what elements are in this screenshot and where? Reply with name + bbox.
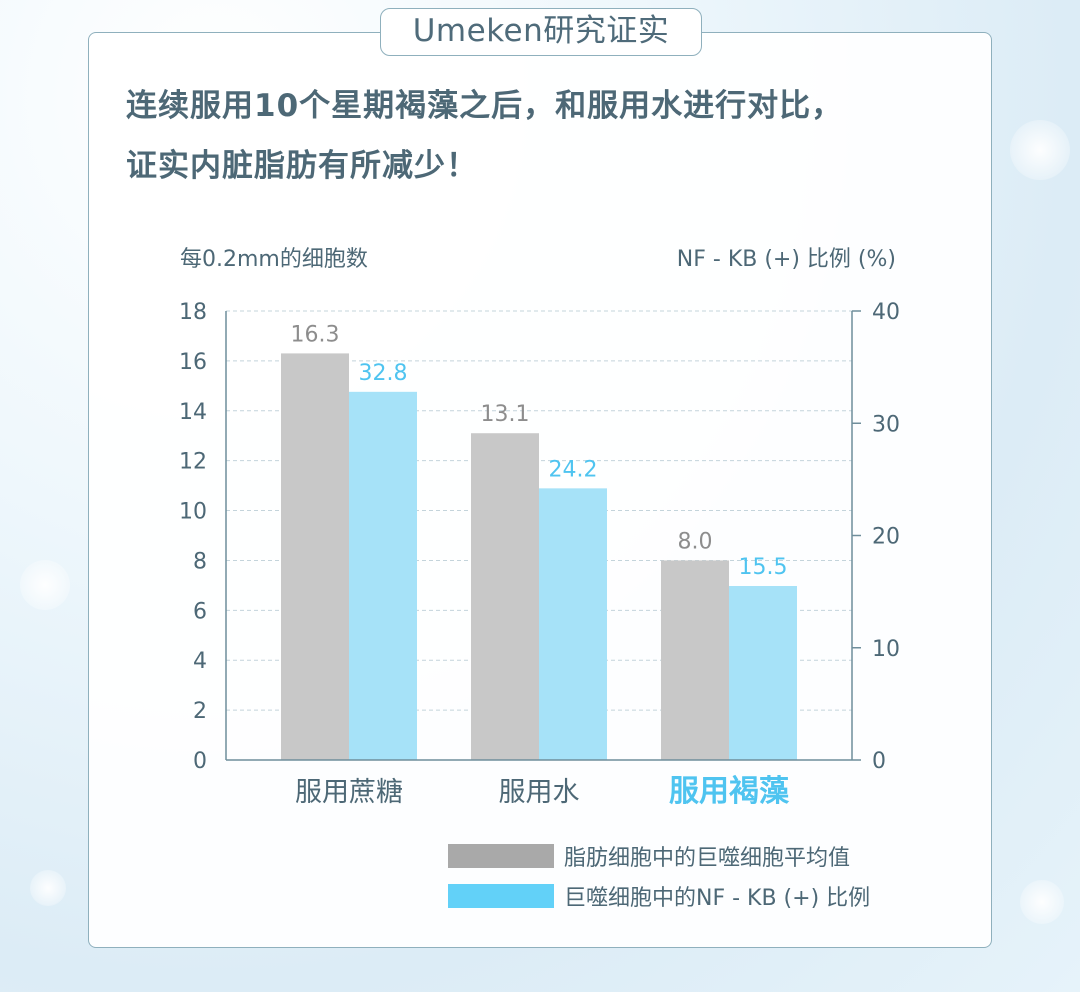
headline-line-2: 证实内脏脂肪有所减少！ [126, 148, 478, 184]
background-sparkle [1020, 880, 1064, 924]
left-tick-label: 16 [179, 350, 207, 375]
data-label-gray: 16.3 [291, 322, 340, 347]
study-badge: Umeken研究证实 [380, 8, 702, 56]
bar-blue [349, 391, 417, 760]
left-tick-label: 10 [179, 500, 207, 525]
data-label-blue: 24.2 [549, 457, 598, 482]
background-sparkle [20, 560, 70, 610]
bar-blue [539, 488, 607, 760]
chart-bars [281, 353, 797, 760]
legend-swatch-gray [448, 844, 554, 868]
legend-item-blue: 巨噬细胞中的NF - KB (+) 比例 [448, 882, 871, 911]
background-sparkle [1010, 120, 1070, 180]
legend-swatch-blue [448, 884, 554, 908]
left-tick-label: 18 [179, 300, 207, 325]
headline-line-1: 连续服用10个星期褐藻之后，和服用水进行对比， [126, 88, 844, 124]
background-sparkle [30, 870, 66, 906]
left-tick-label: 12 [179, 450, 207, 475]
chart-axes [225, 310, 861, 761]
right-tick-label: 20 [872, 525, 900, 550]
right-tick-label: 30 [872, 412, 900, 437]
left-tick-label: 0 [193, 749, 207, 774]
right-tick-label: 10 [872, 637, 900, 662]
right-axis-title: NF - KB (+) 比例 (%) [677, 247, 896, 272]
right-tick-label: 40 [872, 300, 900, 325]
left-tick-label: 4 [193, 649, 207, 674]
chart-text: 0 2 4 6 8 10 12 14 16 18 0 10 20 30 40 16.3 32.8 服用蔗糖 13.1… [179, 247, 900, 809]
right-tick-label: 0 [872, 749, 886, 774]
data-label-blue: 32.8 [359, 361, 408, 386]
legend-item-gray: 脂肪细胞中的巨噬细胞平均值 [448, 842, 851, 871]
left-tick-label: 14 [179, 400, 207, 425]
bar-gray [471, 433, 539, 760]
category-label: 服用蔗糖 [295, 777, 403, 808]
legend-label-gray: 脂肪细胞中的巨噬细胞平均值 [564, 846, 851, 871]
data-label-gray: 13.1 [481, 402, 530, 427]
bar-gray [661, 560, 729, 760]
data-label-blue: 15.5 [739, 555, 788, 580]
left-axis-title: 每0.2mm的细胞数 [180, 247, 368, 272]
left-tick-label: 2 [193, 699, 207, 724]
left-tick-label: 8 [193, 549, 207, 574]
data-label-gray: 8.0 [678, 529, 713, 554]
bar-blue [729, 586, 797, 760]
bar-gray [281, 353, 349, 760]
legend-label-blue: 巨噬细胞中的NF - KB (+) 比例 [564, 886, 871, 911]
category-label: 服用水 [499, 777, 580, 808]
left-tick-label: 6 [193, 599, 207, 624]
category-label: 服用褐藻 [669, 774, 790, 809]
